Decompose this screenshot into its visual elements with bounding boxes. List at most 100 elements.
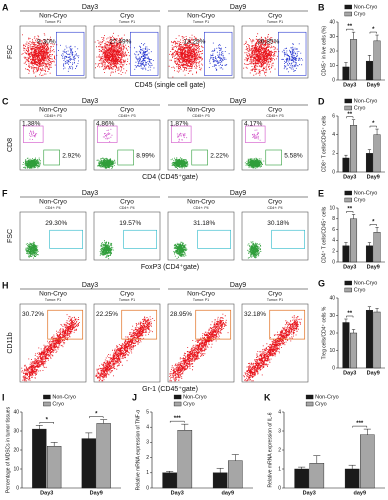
gate-percentage: 8.99% (136, 153, 155, 160)
gate-label: CD45+: P3 (266, 114, 283, 118)
error-bar (100, 419, 108, 424)
legend-swatch (43, 394, 51, 400)
flow-plot: 30.72% (19, 303, 87, 383)
gate (117, 149, 134, 166)
legend-label: Non-Cryo (354, 98, 378, 104)
column-label: Non-Cryo (187, 199, 215, 206)
y-axis-label: CD45⁺ in live cells (%) (321, 26, 327, 76)
x-tick-label: Day3 (343, 174, 356, 180)
error-bar (351, 31, 356, 40)
y-tick-label: 3 (278, 428, 281, 434)
y-tick-label: 30 (13, 428, 19, 434)
bar (81, 438, 96, 489)
error-bar (166, 471, 174, 473)
gate (43, 149, 60, 166)
error-bar (351, 329, 356, 333)
error-bar (367, 55, 372, 62)
flow-plot: 31.18% (167, 211, 235, 261)
bar (342, 66, 350, 81)
significance-bracket (346, 315, 354, 318)
y-tick-label: 10 (13, 466, 19, 472)
error-bar (363, 428, 371, 435)
gate-label: CD4+: P4 (119, 206, 134, 210)
gate (265, 149, 282, 166)
flow-plot: 1.87% 2.22% (167, 119, 235, 171)
gate-percentage: 9.30% (37, 38, 56, 45)
event-cloud (169, 313, 229, 382)
significance-label: * (372, 121, 375, 127)
x-axis-label: Gr-1 (CD45⁺gate) (142, 386, 198, 393)
gate (22, 125, 44, 143)
flow-plot: 13.25% (167, 25, 235, 79)
error-bar (375, 227, 379, 233)
flow-plot: 32.18% (241, 303, 309, 383)
bar (344, 468, 360, 489)
event-cloud (247, 241, 262, 259)
group-label: Day9 (230, 98, 246, 105)
bar (360, 434, 375, 489)
significance-label: * (372, 27, 375, 33)
bar (350, 125, 358, 173)
y-tick-label: 40 (13, 409, 19, 415)
gate-label: Tumor: P1 (119, 20, 135, 24)
legend-swatch (173, 394, 182, 400)
bar (294, 468, 309, 489)
y-tick-label: 2 (146, 455, 149, 461)
error-bar (85, 432, 93, 439)
gate (269, 309, 306, 340)
panel-letter: B (318, 2, 325, 12)
event-cloud (252, 129, 261, 141)
gate (97, 125, 118, 143)
panel-letter: D (318, 96, 325, 106)
flow-plot: 1.38% 2.92% (19, 119, 87, 171)
column-label: Non-Cryo (39, 107, 67, 114)
significance-bracket (89, 416, 104, 419)
flow-plot: 4.86% 8.99% (93, 119, 161, 171)
gate-percentage: 13.25% (183, 38, 205, 45)
y-tick-label: 30 (329, 313, 335, 319)
gate (130, 31, 159, 76)
significance-bracket (369, 125, 377, 128)
y-tick-label: 0 (16, 485, 19, 491)
column-label: Cryo (120, 107, 134, 114)
y-tick-label: 2 (278, 447, 281, 453)
event-cloud (25, 241, 39, 259)
group-label: Day3 (82, 190, 98, 197)
y-axis-label: Treg cells/CD4⁺ cells % (321, 306, 327, 359)
gate-label: CD4+: P4 (193, 206, 208, 210)
event-cloud (176, 132, 188, 142)
y-axis-label: CD4⁺ T cells/CD45⁺ cells (321, 206, 327, 263)
error-bar (216, 467, 224, 473)
gate-percentage: 29.30% (45, 220, 67, 227)
group-label: Day9 (230, 282, 246, 289)
bar (365, 245, 373, 263)
event-cloud (243, 33, 280, 77)
significance-label: ** (347, 112, 352, 118)
y-tick-label: 10 (329, 63, 335, 69)
y-axis-label: CD8 (7, 138, 14, 152)
error-bar (375, 308, 379, 312)
y-tick-label: 6 (332, 113, 335, 119)
legend-label: Cryo (354, 287, 366, 293)
event-cloud (281, 43, 304, 73)
column-label: Cryo (268, 199, 282, 206)
error-bar (35, 425, 43, 430)
flow-plot: 9.30% (19, 25, 87, 79)
y-axis-label: Relative mRNA expression of TNF-α (135, 410, 141, 491)
y-tick-label: 0 (332, 365, 335, 371)
y-tick-label: 0 (332, 169, 335, 175)
legend-swatch (305, 401, 314, 407)
gate-label: CD45+: P3 (118, 114, 135, 118)
legend-swatch (305, 394, 314, 400)
bar (309, 463, 325, 489)
legend-swatch (344, 105, 352, 111)
bar (342, 245, 350, 263)
significance-bracket (369, 31, 377, 34)
legend-swatch (344, 98, 352, 104)
panel-letter: C (2, 96, 9, 106)
gate-percentage: 30.18% (267, 220, 289, 227)
error-bar (181, 423, 189, 431)
column-label: Non-Cryo (187, 107, 215, 114)
legend-label: Cryo (354, 11, 366, 17)
y-tick-label: 0 (278, 485, 281, 491)
